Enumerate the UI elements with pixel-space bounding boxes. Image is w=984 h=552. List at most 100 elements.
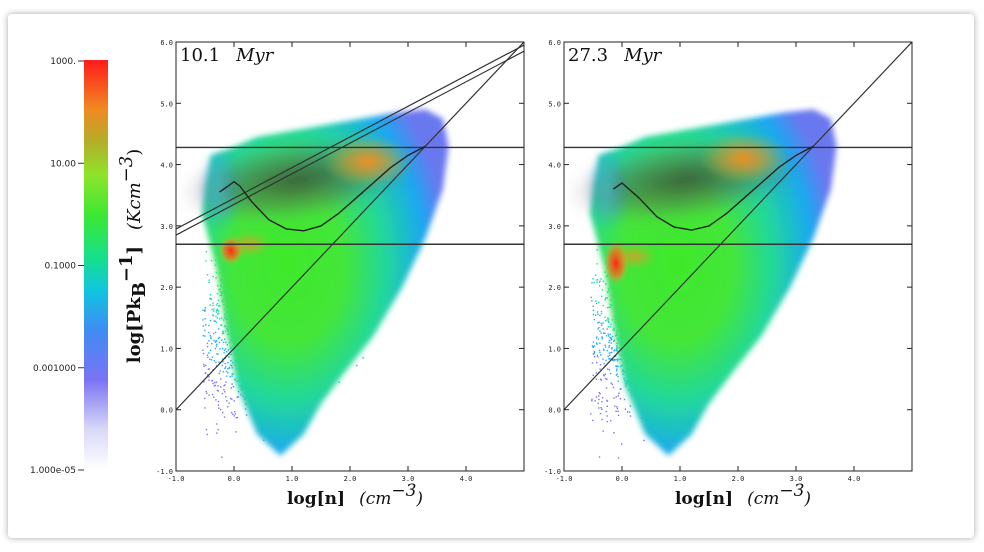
scatter-point: [204, 407, 206, 409]
scatter-point: [591, 398, 593, 401]
scatter-point: [606, 415, 608, 417]
scatter-point: [606, 291, 609, 293]
scatter-point: [204, 309, 206, 311]
scatter-point: [595, 300, 597, 302]
scatter-point: [593, 350, 596, 353]
scatter-point: [202, 334, 204, 337]
scatter-point: [596, 343, 598, 345]
x-tick-label: 2.0: [344, 475, 357, 483]
scatter-point: [606, 399, 608, 402]
scatter-point: [213, 310, 215, 312]
scatter-point: [600, 278, 602, 280]
scatter-point: [223, 384, 225, 387]
scatter-point: [205, 372, 207, 374]
scatter-point: [593, 345, 596, 347]
scatter-point: [597, 338, 600, 340]
xlabel-unit-close: ): [415, 489, 423, 509]
scatter-point: [211, 356, 214, 358]
scatter-point: [222, 330, 224, 332]
scatter-point: [224, 391, 226, 393]
scatter-point: [593, 352, 595, 355]
scatter-point: [608, 344, 611, 347]
scatter-point: [616, 373, 618, 375]
scatter-point: [206, 433, 208, 436]
scatter-point: [604, 332, 606, 335]
scatter-point: [234, 413, 236, 415]
scatter-point: [228, 356, 230, 358]
equilibrium-curve: [219, 145, 426, 232]
scatter-point: [218, 336, 221, 339]
scatter-point: [210, 336, 212, 338]
scatter-point: [597, 313, 599, 315]
scatter-point: [590, 296, 592, 299]
scatter-point: [601, 338, 604, 340]
scatter-point: [592, 278, 594, 280]
scatter-point: [217, 310, 219, 312]
scatter-point: [227, 406, 229, 408]
scatter-point: [223, 325, 226, 327]
scatter-point: [217, 285, 219, 287]
scatter-point: [215, 321, 218, 323]
panel-2: -1.0 0.0 1.0 2.0 3.0 4.0-1.00.01.02.03.04.05.…: [544, 39, 913, 509]
scatter-point: [230, 353, 232, 356]
scatter-point: [232, 386, 235, 388]
scatter-point: [220, 386, 222, 388]
scatter-point: [216, 343, 218, 346]
scatter-point: [595, 372, 598, 374]
scatter-point: [603, 375, 605, 377]
scatter-point: [606, 306, 609, 309]
scatter-point: [213, 360, 215, 362]
scatter-point: [221, 332, 224, 335]
scatter-point: [603, 349, 605, 351]
scatter-point: [600, 312, 603, 315]
scatter-point: [598, 395, 600, 397]
scatter-point: [230, 387, 232, 389]
scatter-point: [600, 295, 603, 297]
scatter-point: [615, 370, 618, 372]
scatter-point: [610, 382, 612, 384]
panel-title: 10.1 Myr: [180, 45, 275, 66]
scatter-point: [599, 378, 602, 380]
scatter-point: [245, 414, 248, 416]
scatter-point: [213, 332, 215, 335]
scatter-point: [614, 359, 617, 361]
scatter-point: [613, 358, 616, 361]
scatter-point: [212, 275, 214, 278]
scatter-point: [203, 381, 205, 383]
scatter-point: [616, 345, 618, 347]
scatter-point: [216, 308, 218, 311]
scatter-point: [208, 394, 210, 396]
scatter-point: [204, 335, 206, 337]
scatter-point: [217, 404, 220, 406]
scatter-point: [217, 299, 220, 301]
scatter-point: [235, 417, 237, 419]
scatter-point: [601, 418, 603, 421]
y-tick-label: 3.0: [160, 223, 173, 231]
scatter-point: [602, 328, 605, 330]
scatter-point: [220, 378, 222, 380]
scatter-point: [235, 431, 237, 433]
scatter-point: [223, 352, 225, 354]
scatter-point: [591, 362, 594, 364]
scatter-point: [218, 372, 220, 375]
scatter-point: [234, 378, 236, 381]
scatter-point: [600, 354, 602, 356]
scatter-point: [356, 364, 358, 367]
scatter-point: [593, 282, 595, 284]
scatter-point: [232, 413, 234, 415]
scatter-point: [607, 317, 609, 319]
scatter-point: [599, 342, 601, 344]
scatter-point: [624, 408, 626, 410]
scatter-point: [207, 356, 209, 358]
colorbar-tick-label: 10.00: [50, 159, 76, 169]
scatter-point: [598, 301, 600, 304]
scatter-point: [616, 347, 618, 349]
scatter-point: [611, 348, 613, 350]
ylabel-unit: (Kcm: [124, 182, 145, 230]
colorbar-tick-label: 0.1000: [45, 262, 77, 272]
scatter-point: [592, 309, 595, 312]
plot-area-2: [564, 42, 912, 459]
scatter-point: [603, 362, 605, 365]
xlabel-main: log[n]: [287, 489, 345, 509]
scatter-point: [226, 400, 228, 402]
